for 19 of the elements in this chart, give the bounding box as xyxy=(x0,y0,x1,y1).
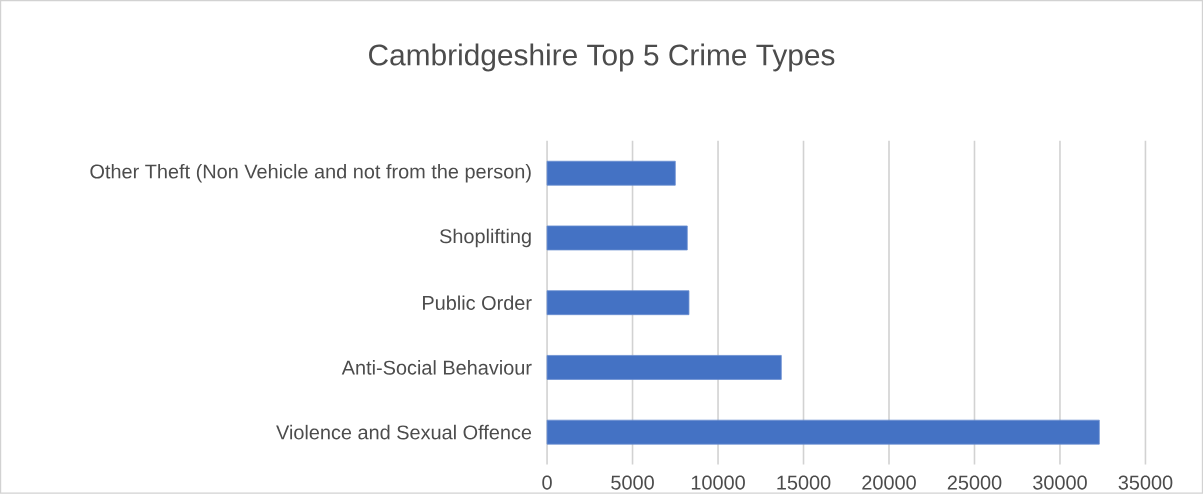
x-tick-label: 5000 xyxy=(611,475,654,490)
chart-title: Cambridgeshire Top 5 Crime Types xyxy=(369,43,835,72)
x-tick-label: 15000 xyxy=(777,475,831,490)
bar xyxy=(546,225,688,251)
y-tick-label: Shoplifting xyxy=(439,228,531,248)
y-tick-label: Other Theft (Non Vehicle and not from the person) xyxy=(90,163,531,183)
x-tick-label: 35000 xyxy=(1118,475,1173,490)
bar xyxy=(546,160,676,186)
x-tick-label: 10000 xyxy=(691,475,745,490)
x-tick-label: 20000 xyxy=(862,475,916,490)
x-tick-label: 25000 xyxy=(947,475,1002,490)
bar xyxy=(546,354,782,380)
y-tick-label: Anti-Social Behaviour xyxy=(341,359,532,375)
x-tick-label: 30000 xyxy=(1033,475,1087,490)
y-tick-label: Public Order xyxy=(423,295,532,310)
bar xyxy=(546,419,1100,445)
x-tick-label: 0 xyxy=(542,475,552,490)
bar xyxy=(546,290,690,315)
y-tick-label: Violence and Sexual Offence xyxy=(276,424,532,440)
